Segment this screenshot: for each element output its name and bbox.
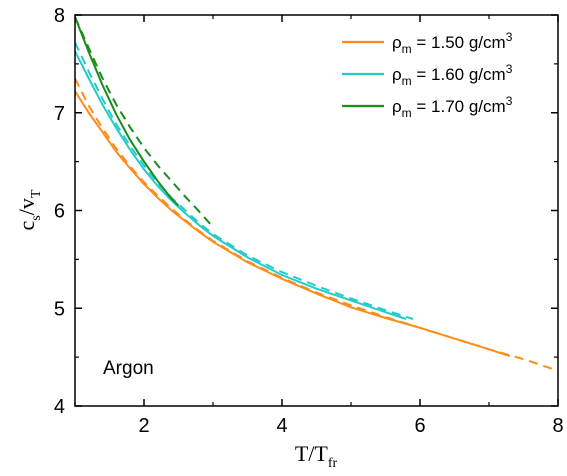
x-axis-title: T/Tfr <box>295 441 338 471</box>
y-tick-label: 5 <box>54 298 65 320</box>
series-1-dashed-line <box>75 78 558 372</box>
y-tick-label: 4 <box>54 396 65 418</box>
x-tick-label: 4 <box>276 415 287 437</box>
legend-label-3: ρm = 1.70 g/cm3 <box>392 94 513 120</box>
x-tick-label: 2 <box>138 415 149 437</box>
legend-label-1: ρm = 1.50 g/cm3 <box>392 30 513 56</box>
x-tick-label: 6 <box>414 415 425 437</box>
legend: ρm = 1.50 g/cm3 ρm = 1.60 g/cm3 ρm = 1.70 … <box>342 30 513 120</box>
y-tick-label: 8 <box>54 5 65 27</box>
series-2-dashed-line <box>75 41 414 320</box>
y-tick-label: 7 <box>54 103 65 125</box>
annotation-argon: Argon <box>103 358 154 379</box>
legend-label-2: ρm = 1.60 g/cm3 <box>392 62 513 88</box>
y-axis-title: cs/vT <box>14 189 44 230</box>
series-1-solid-line <box>75 90 511 358</box>
series-3-solid-line <box>75 16 180 207</box>
x-tick-label: 8 <box>552 415 563 437</box>
y-tick-label: 6 <box>54 201 65 223</box>
series-2-solid-line <box>75 50 407 320</box>
